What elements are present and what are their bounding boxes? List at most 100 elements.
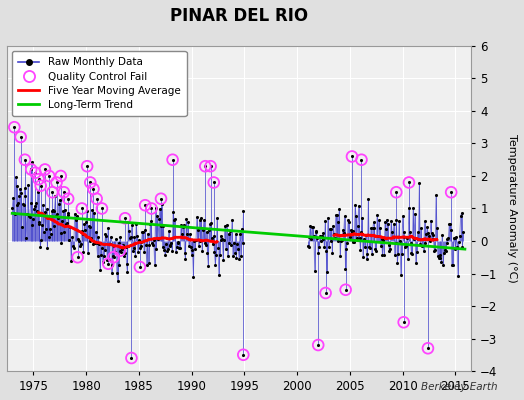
Point <box>204 262 213 269</box>
Point <box>104 225 112 231</box>
Point <box>133 232 141 239</box>
Point <box>93 252 102 259</box>
Point <box>101 247 109 253</box>
Point <box>155 216 163 222</box>
Point <box>391 240 400 246</box>
Point <box>60 189 68 196</box>
Point <box>26 214 34 221</box>
Point <box>352 212 360 219</box>
Point <box>129 245 138 252</box>
Point <box>70 245 78 252</box>
Point <box>392 216 401 223</box>
Point <box>450 235 458 242</box>
Point <box>101 231 110 237</box>
Point <box>363 256 371 262</box>
Point <box>232 231 240 237</box>
Point <box>127 355 136 361</box>
Point <box>73 254 82 260</box>
Point <box>24 182 32 188</box>
Point <box>200 217 208 224</box>
Point <box>97 205 106 212</box>
Point <box>399 319 408 326</box>
Point <box>160 246 169 253</box>
Point <box>357 156 366 163</box>
Point <box>416 241 424 248</box>
Point <box>237 253 245 259</box>
Point <box>141 202 149 208</box>
Point <box>362 232 370 238</box>
Point <box>89 186 97 192</box>
Point <box>373 212 381 219</box>
Point <box>193 226 202 233</box>
Point <box>171 216 179 222</box>
Point <box>439 262 447 268</box>
Point <box>32 200 40 207</box>
Point <box>149 242 157 248</box>
Point <box>394 251 402 257</box>
Point <box>10 124 18 130</box>
Point <box>406 228 414 235</box>
Point <box>390 252 399 258</box>
Point <box>311 268 319 274</box>
Point <box>89 186 97 192</box>
Point <box>62 220 70 227</box>
Point <box>34 189 42 195</box>
Point <box>357 156 366 163</box>
Point <box>48 189 57 196</box>
Point <box>417 225 425 231</box>
Point <box>50 208 59 214</box>
Point <box>381 226 390 232</box>
Point <box>398 251 406 258</box>
Point <box>210 249 219 256</box>
Point <box>159 223 168 230</box>
Point <box>97 245 106 252</box>
Point <box>428 230 436 236</box>
Point <box>28 222 37 228</box>
Point <box>13 202 21 208</box>
Point <box>48 189 57 196</box>
Point <box>57 173 65 179</box>
Point <box>180 250 189 256</box>
Point <box>324 214 332 221</box>
Point <box>116 248 124 254</box>
Point <box>201 163 210 170</box>
Point <box>95 240 103 247</box>
Point <box>16 134 25 140</box>
Point <box>218 236 226 242</box>
Point <box>111 249 119 255</box>
Point <box>45 234 53 240</box>
Point <box>229 253 237 259</box>
Point <box>163 246 172 253</box>
Point <box>45 173 53 179</box>
Point <box>314 342 322 348</box>
Point <box>230 240 238 246</box>
Point <box>27 200 35 206</box>
Text: Berkeley Earth: Berkeley Earth <box>421 382 498 392</box>
Point <box>56 196 64 203</box>
Point <box>71 216 80 222</box>
Point <box>223 222 231 228</box>
Point <box>324 244 333 250</box>
Point <box>232 255 241 261</box>
Point <box>57 240 66 246</box>
Point <box>384 221 392 227</box>
Point <box>73 254 82 260</box>
Point <box>446 220 454 227</box>
Point <box>180 221 188 228</box>
Point <box>10 124 18 130</box>
Point <box>104 260 113 267</box>
Point <box>403 256 412 262</box>
Point <box>422 231 431 238</box>
Point <box>141 202 149 208</box>
Point <box>383 217 391 223</box>
Point <box>412 248 421 255</box>
Point <box>398 213 407 219</box>
Point <box>128 248 137 254</box>
Point <box>179 224 187 230</box>
Point <box>144 260 152 266</box>
Point <box>411 210 419 217</box>
Point <box>114 278 122 285</box>
Point <box>198 248 206 254</box>
Point <box>90 210 98 216</box>
Point <box>176 245 184 252</box>
